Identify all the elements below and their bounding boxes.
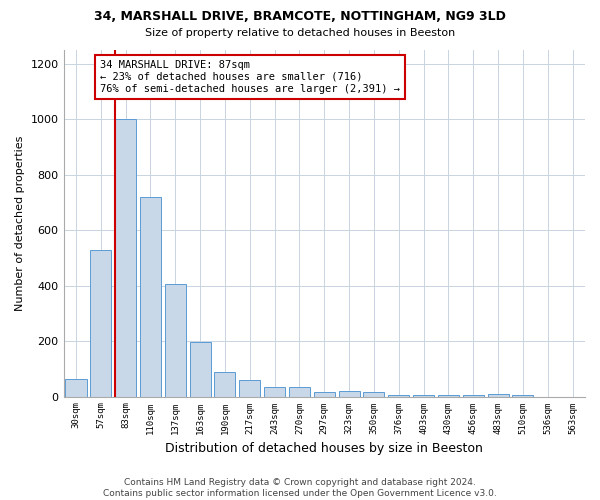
Bar: [115, 120, 136, 396]
Bar: [438, 395, 459, 396]
Text: 34 MARSHALL DRIVE: 87sqm
← 23% of detached houses are smaller (716)
76% of semi-: 34 MARSHALL DRIVE: 87sqm ← 23% of detach…: [100, 60, 400, 94]
Bar: [289, 388, 310, 396]
Bar: [214, 372, 235, 396]
Bar: [190, 342, 211, 396]
Bar: [512, 395, 533, 396]
Text: Size of property relative to detached houses in Beeston: Size of property relative to detached ho…: [145, 28, 455, 38]
Bar: [140, 197, 161, 396]
Bar: [488, 394, 509, 396]
Text: Contains HM Land Registry data © Crown copyright and database right 2024.
Contai: Contains HM Land Registry data © Crown c…: [103, 478, 497, 498]
X-axis label: Distribution of detached houses by size in Beeston: Distribution of detached houses by size …: [166, 442, 483, 455]
Bar: [463, 395, 484, 396]
Bar: [364, 392, 385, 396]
Bar: [338, 391, 359, 396]
Bar: [264, 387, 285, 396]
Bar: [314, 392, 335, 396]
Bar: [65, 378, 86, 396]
Text: 34, MARSHALL DRIVE, BRAMCOTE, NOTTINGHAM, NG9 3LD: 34, MARSHALL DRIVE, BRAMCOTE, NOTTINGHAM…: [94, 10, 506, 23]
Y-axis label: Number of detached properties: Number of detached properties: [15, 136, 25, 311]
Bar: [388, 395, 409, 396]
Bar: [239, 380, 260, 396]
Bar: [165, 284, 186, 397]
Bar: [413, 395, 434, 396]
Bar: [90, 250, 112, 396]
